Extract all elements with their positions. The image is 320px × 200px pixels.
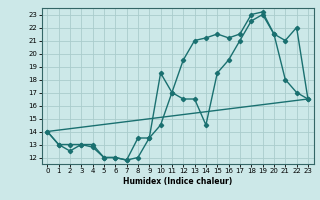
X-axis label: Humidex (Indice chaleur): Humidex (Indice chaleur) — [123, 177, 232, 186]
